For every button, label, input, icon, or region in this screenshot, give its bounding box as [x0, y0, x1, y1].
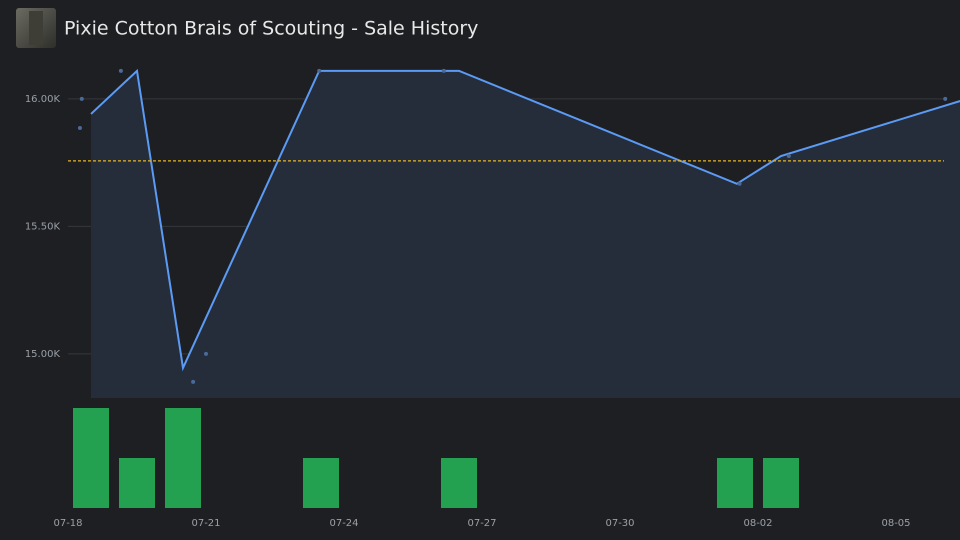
volume-bar — [717, 458, 753, 508]
x-tick-label: 08-05 — [881, 518, 910, 529]
sale-point — [737, 181, 742, 186]
item-icon-shape — [29, 11, 43, 45]
volume-bar — [763, 458, 799, 508]
y-tick-label: 15.50K — [25, 221, 61, 232]
page-title: Pixie Cotton Brais of Scouting - Sale Hi… — [64, 18, 478, 40]
y-tick-label: 15.00K — [25, 349, 61, 360]
sale-point — [118, 68, 123, 73]
sale-point — [317, 68, 322, 73]
price-area — [91, 70, 960, 398]
x-tick-label: 07-30 — [605, 518, 634, 529]
volume-bar — [165, 408, 201, 508]
sale-point — [79, 96, 84, 101]
sale-point — [191, 379, 196, 384]
sale-point — [77, 125, 82, 130]
volume-bar — [441, 458, 477, 508]
x-tick-label: 07-27 — [467, 518, 496, 529]
x-tick-label: 08-02 — [743, 518, 772, 529]
y-tick-label: 16.00K — [25, 94, 61, 105]
sale-point — [786, 154, 791, 159]
x-tick-label: 07-21 — [191, 518, 220, 529]
x-tick-label: 07-18 — [53, 518, 82, 529]
sale-point — [943, 96, 948, 101]
plot: 15.00K 15.50K 16.00K 07-18 07-21 07-24 07-27 07… — [25, 68, 960, 529]
volume-bar — [73, 408, 109, 508]
sale-point — [204, 351, 208, 356]
volume-bar — [303, 458, 339, 508]
x-tick-label: 07-24 — [329, 518, 358, 529]
volume-bar — [119, 458, 155, 508]
sale-point — [441, 68, 446, 73]
